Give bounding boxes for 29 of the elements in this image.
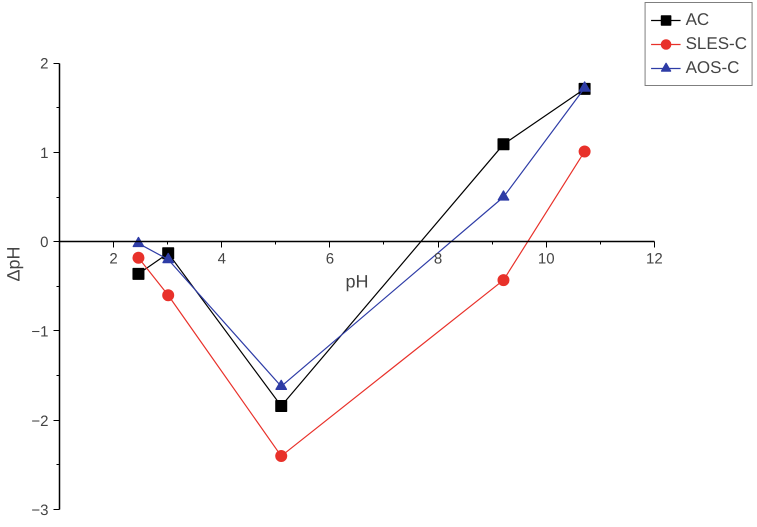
point	[275, 400, 288, 412]
y-tick-label: −3	[31, 502, 49, 520]
point	[578, 145, 591, 158]
point	[275, 450, 288, 462]
x-axis-title: pH	[345, 272, 369, 292]
point	[162, 289, 174, 302]
x-tick-label: 12	[646, 250, 663, 268]
point	[132, 252, 144, 264]
y-tick-label: −2	[31, 412, 49, 430]
x-tick-label: 2	[109, 250, 118, 268]
point	[497, 138, 510, 150]
y-tick-label: −1	[31, 323, 49, 340]
x-tick-label: 6	[326, 250, 334, 268]
point	[497, 274, 510, 286]
legend-label: AC	[686, 9, 710, 31]
y-tick-label: 2	[40, 56, 48, 73]
legend-label: SLES-C	[686, 33, 747, 55]
point	[132, 268, 144, 280]
y-axis-title: ΔpH	[3, 246, 24, 282]
x-tick-label: 8	[434, 250, 442, 268]
x-tick-label: 4	[218, 250, 226, 268]
legend-label: AOS-C	[686, 57, 740, 79]
x-tick-label: 10	[538, 250, 555, 268]
point	[497, 190, 510, 201]
y-tick-label: 0	[40, 234, 48, 252]
point	[162, 252, 174, 264]
point	[578, 81, 591, 92]
y-tick-label: 1	[40, 144, 48, 162]
point	[275, 380, 288, 390]
